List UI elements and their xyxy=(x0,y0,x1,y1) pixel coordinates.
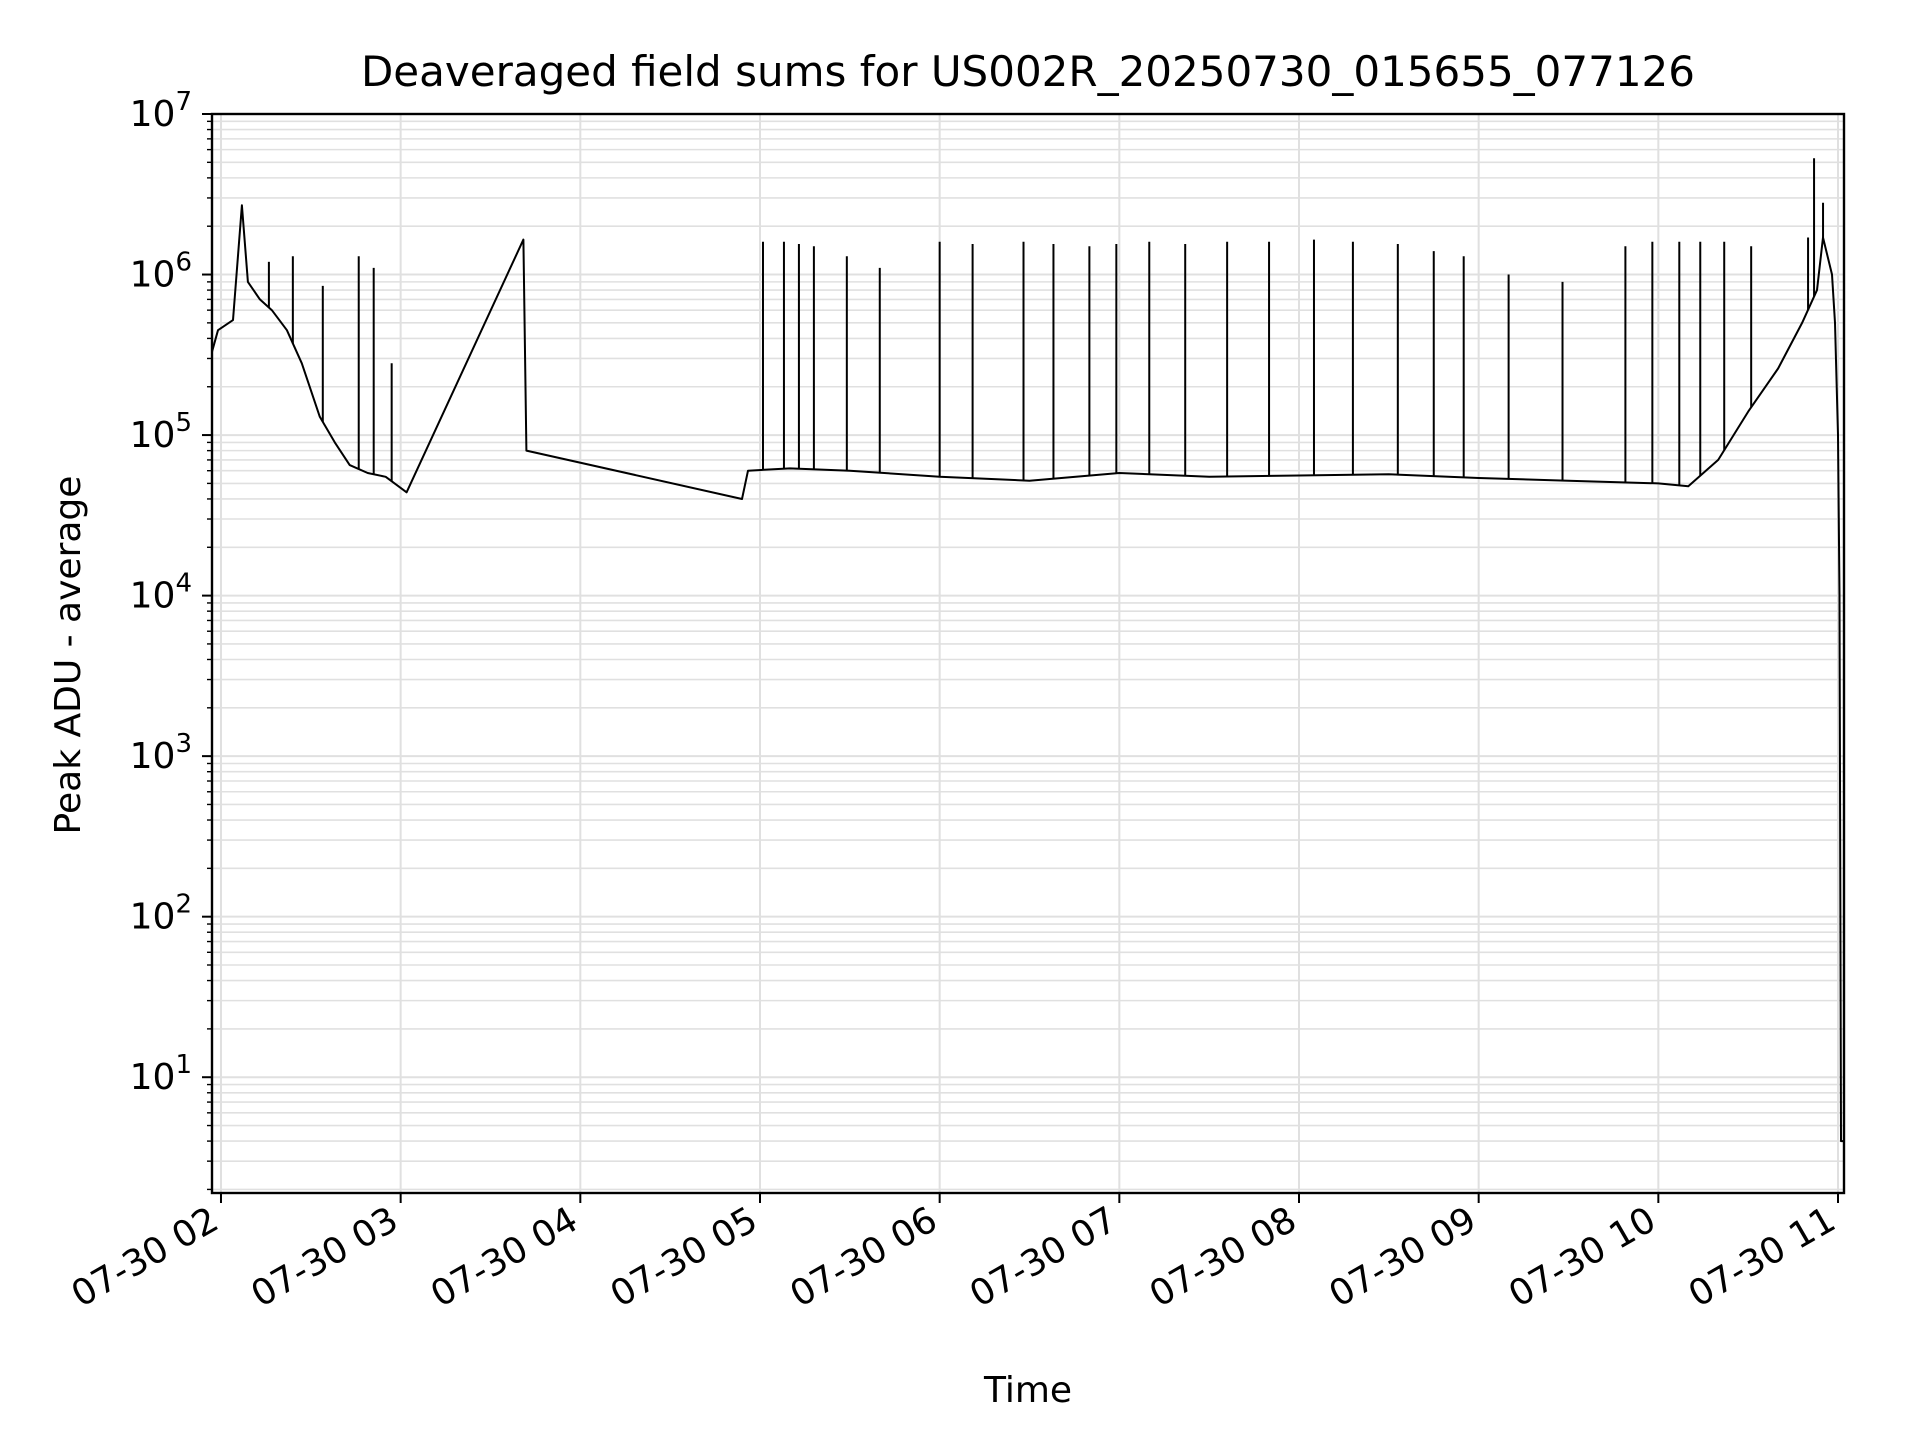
y-tick-label: 107 xyxy=(130,87,192,135)
grid-layer xyxy=(212,113,1844,1193)
x-axis-label: Time xyxy=(983,1370,1072,1411)
y-tick-label: 104 xyxy=(130,569,192,617)
y-axis-label: Peak ADU - average xyxy=(48,476,89,835)
y-tick-label: 102 xyxy=(130,890,192,938)
chart-title: Deaveraged field sums for US002R_2025073… xyxy=(361,47,1695,96)
y-tick-label: 105 xyxy=(130,408,192,456)
y-tick-label: 103 xyxy=(130,729,192,777)
plot-frame xyxy=(210,112,1846,1195)
y-tick-label: 101 xyxy=(130,1050,192,1098)
series-line xyxy=(211,204,1844,1143)
series-layer xyxy=(211,158,1844,1143)
y-tick-label: 106 xyxy=(130,248,192,296)
